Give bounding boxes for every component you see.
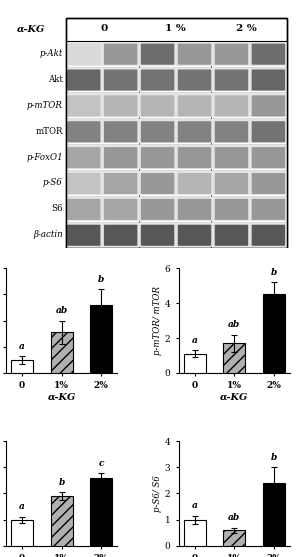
- FancyBboxPatch shape: [215, 43, 248, 65]
- Bar: [223, 530, 245, 546]
- Text: b: b: [98, 275, 104, 284]
- Text: b: b: [271, 268, 277, 277]
- FancyBboxPatch shape: [215, 199, 248, 220]
- Text: a: a: [192, 501, 197, 511]
- Text: 2 %: 2 %: [236, 25, 256, 33]
- Text: ab: ab: [228, 514, 240, 522]
- FancyBboxPatch shape: [252, 199, 285, 220]
- Text: b: b: [59, 478, 65, 487]
- FancyBboxPatch shape: [178, 121, 211, 142]
- FancyBboxPatch shape: [67, 43, 100, 65]
- FancyBboxPatch shape: [67, 70, 100, 91]
- FancyBboxPatch shape: [104, 121, 137, 142]
- FancyBboxPatch shape: [104, 43, 137, 65]
- FancyBboxPatch shape: [178, 70, 211, 91]
- Text: 0: 0: [100, 25, 107, 33]
- Bar: [66, 223, 287, 247]
- Text: b: b: [271, 453, 277, 462]
- Bar: [66, 145, 287, 169]
- X-axis label: α-KG: α-KG: [47, 393, 76, 402]
- Text: p-FoxO1: p-FoxO1: [26, 153, 63, 162]
- Text: S6: S6: [51, 204, 63, 213]
- FancyBboxPatch shape: [252, 224, 285, 246]
- FancyBboxPatch shape: [67, 224, 100, 246]
- Text: p-mTOR: p-mTOR: [27, 101, 63, 110]
- Text: ab: ab: [228, 320, 240, 329]
- Bar: [51, 333, 73, 373]
- Bar: [66, 67, 287, 91]
- Text: α-KG: α-KG: [17, 25, 46, 33]
- FancyBboxPatch shape: [215, 173, 248, 194]
- Y-axis label: p-mTOR/ mTOR: p-mTOR/ mTOR: [153, 286, 162, 355]
- Bar: [184, 354, 205, 373]
- FancyBboxPatch shape: [67, 121, 100, 142]
- FancyBboxPatch shape: [215, 224, 248, 246]
- X-axis label: α-KG: α-KG: [220, 393, 249, 402]
- FancyBboxPatch shape: [178, 95, 211, 116]
- FancyBboxPatch shape: [178, 199, 211, 220]
- Bar: [223, 343, 245, 373]
- FancyBboxPatch shape: [252, 147, 285, 168]
- FancyBboxPatch shape: [141, 43, 174, 65]
- Bar: [66, 18, 287, 248]
- FancyBboxPatch shape: [252, 43, 285, 65]
- FancyBboxPatch shape: [141, 95, 174, 116]
- FancyBboxPatch shape: [178, 147, 211, 168]
- FancyBboxPatch shape: [104, 173, 137, 194]
- Y-axis label: p-S6/ S6: p-S6/ S6: [153, 475, 162, 512]
- FancyBboxPatch shape: [141, 224, 174, 246]
- Text: a: a: [192, 336, 197, 345]
- FancyBboxPatch shape: [141, 199, 174, 220]
- Text: 1 %: 1 %: [165, 25, 185, 33]
- FancyBboxPatch shape: [215, 95, 248, 116]
- FancyBboxPatch shape: [104, 147, 137, 168]
- Bar: [66, 18, 287, 248]
- FancyBboxPatch shape: [178, 173, 211, 194]
- Bar: [11, 520, 33, 546]
- FancyBboxPatch shape: [67, 147, 100, 168]
- FancyBboxPatch shape: [67, 95, 100, 116]
- Bar: [51, 496, 73, 546]
- Bar: [263, 295, 285, 373]
- Text: Akt: Akt: [48, 75, 63, 84]
- FancyBboxPatch shape: [215, 121, 248, 142]
- FancyBboxPatch shape: [104, 70, 137, 91]
- Text: c: c: [99, 459, 104, 468]
- FancyBboxPatch shape: [252, 173, 285, 194]
- FancyBboxPatch shape: [215, 70, 248, 91]
- FancyBboxPatch shape: [141, 173, 174, 194]
- Text: ab: ab: [56, 306, 68, 315]
- FancyBboxPatch shape: [104, 199, 137, 220]
- Bar: [263, 483, 285, 546]
- FancyBboxPatch shape: [141, 70, 174, 91]
- FancyBboxPatch shape: [141, 121, 174, 142]
- Text: a: a: [19, 342, 25, 351]
- FancyBboxPatch shape: [178, 224, 211, 246]
- FancyBboxPatch shape: [104, 95, 137, 116]
- Bar: [66, 171, 287, 195]
- FancyBboxPatch shape: [67, 199, 100, 220]
- Bar: [66, 197, 287, 221]
- FancyBboxPatch shape: [67, 173, 100, 194]
- Text: mTOR: mTOR: [35, 127, 63, 136]
- FancyBboxPatch shape: [141, 147, 174, 168]
- Bar: [91, 478, 112, 546]
- Text: p-S6: p-S6: [43, 178, 63, 188]
- Bar: [66, 119, 287, 143]
- FancyBboxPatch shape: [104, 224, 137, 246]
- FancyBboxPatch shape: [215, 147, 248, 168]
- Bar: [91, 305, 112, 373]
- FancyBboxPatch shape: [252, 70, 285, 91]
- FancyBboxPatch shape: [252, 121, 285, 142]
- FancyBboxPatch shape: [178, 43, 211, 65]
- FancyBboxPatch shape: [252, 95, 285, 116]
- Text: a: a: [19, 502, 25, 511]
- Bar: [184, 520, 205, 546]
- Bar: [66, 42, 287, 66]
- Text: β-actin: β-actin: [33, 230, 63, 239]
- Bar: [66, 94, 287, 118]
- Bar: [11, 360, 33, 373]
- Text: p-Akt: p-Akt: [39, 49, 63, 58]
